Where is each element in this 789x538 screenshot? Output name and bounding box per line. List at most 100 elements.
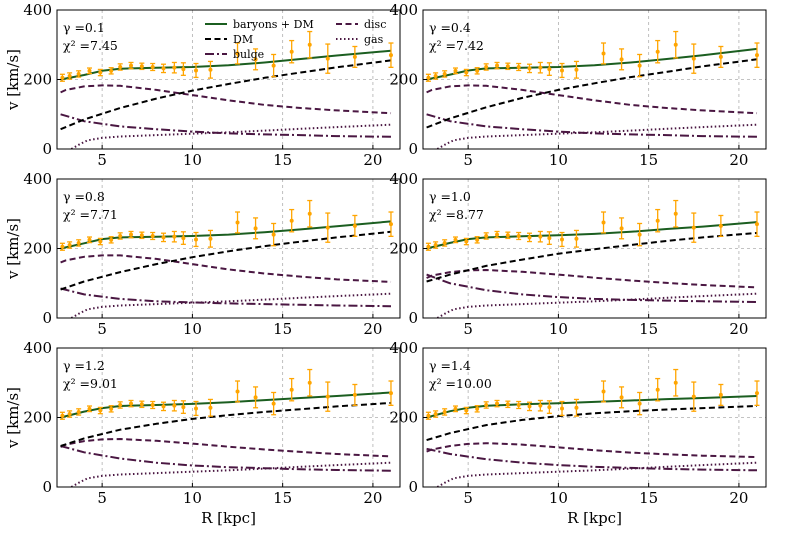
data-point: [453, 238, 457, 242]
data-point: [443, 241, 447, 245]
data-point: [495, 233, 499, 237]
x-tick-label: 10: [549, 320, 568, 338]
y-tick-label: 0: [408, 478, 418, 496]
series-line-bulge: [61, 114, 391, 137]
data-point: [560, 237, 564, 241]
data-point: [506, 64, 510, 68]
data-point: [308, 43, 312, 47]
data-point: [638, 402, 642, 406]
data-point: [495, 64, 499, 68]
x-tick-label: 20: [363, 489, 382, 507]
data-point: [208, 237, 212, 241]
data-point: [181, 67, 185, 71]
axes-frame: [57, 179, 400, 318]
data-point: [98, 409, 102, 413]
data-point: [692, 57, 696, 61]
data-point: [638, 64, 642, 68]
x-tick-label: 15: [639, 151, 658, 169]
series-line-bulge: [61, 446, 391, 471]
data-point: [308, 381, 312, 385]
series-line-dm: [427, 406, 757, 440]
series-line-baryons-dm: [61, 51, 391, 80]
data-point: [87, 69, 91, 73]
data-point: [547, 236, 551, 240]
series-line-baryons-dm: [427, 222, 757, 248]
data-point: [60, 245, 64, 249]
data-point: [140, 402, 144, 406]
y-tick-label: 0: [408, 140, 418, 158]
series-line-gas: [437, 294, 757, 318]
x-tick-label: 10: [549, 151, 568, 169]
legend-label-dm: DM: [233, 33, 253, 46]
data-point: [755, 53, 759, 57]
chi2-annotation: χ² =10.00: [429, 376, 492, 391]
series-line-disc: [61, 255, 391, 282]
data-point: [719, 55, 723, 59]
data-point: [272, 64, 276, 68]
data-point: [272, 233, 276, 237]
gamma-annotation: γ =1.4: [429, 358, 471, 373]
data-point: [426, 245, 430, 249]
x-tick-label: 20: [729, 320, 748, 338]
data-point: [151, 403, 155, 407]
data-point: [538, 404, 542, 408]
data-point: [453, 407, 457, 411]
x-tick-label: 15: [639, 489, 658, 507]
x-tick-label: 20: [363, 320, 382, 338]
y-tick-label: 400: [389, 339, 418, 357]
series-line-disc: [427, 270, 757, 287]
data-point: [674, 43, 678, 47]
data-point: [326, 57, 330, 61]
data-point: [656, 50, 660, 54]
data-point: [389, 222, 393, 226]
data-point: [434, 74, 438, 78]
data-point: [528, 235, 532, 239]
data-point: [434, 243, 438, 247]
data-point: [547, 405, 551, 409]
chi2-annotation: χ² =9.01: [63, 376, 118, 391]
data-point: [172, 235, 176, 239]
data-point: [389, 391, 393, 395]
data-point: [151, 65, 155, 69]
legend: baryons + DMDMbulgediscgas: [205, 18, 386, 61]
x-tick-label: 10: [183, 320, 202, 338]
data-point: [719, 224, 723, 228]
data-point: [162, 404, 166, 408]
rotation-curve-figure: 5 10 15 200200400γ =0.1χ² =7.45v [km/s]bary…: [0, 0, 789, 538]
data-point: [426, 414, 430, 418]
y-tick-label: 200: [389, 409, 418, 427]
y-tick-label: 400: [23, 1, 52, 19]
data-point: [77, 241, 81, 245]
data-point: [453, 69, 457, 73]
x-tick-label: 5: [463, 320, 473, 338]
data-point: [674, 381, 678, 385]
data-point: [208, 68, 212, 72]
data-point: [538, 66, 542, 70]
gamma-annotation: γ =0.8: [63, 189, 105, 204]
x-tick-label: 5: [97, 151, 107, 169]
data-point: [181, 236, 185, 240]
legend-label-disc: disc: [364, 18, 386, 31]
chi2-annotation: χ² =7.71: [63, 207, 118, 222]
data-point: [109, 407, 113, 411]
x-tick-label: 20: [363, 151, 382, 169]
data-point: [620, 226, 624, 230]
data-point: [528, 404, 532, 408]
data-point: [208, 406, 212, 410]
data-point: [674, 212, 678, 216]
data-point: [87, 407, 91, 411]
x-tick-label: 10: [183, 489, 202, 507]
data-point: [475, 407, 479, 411]
data-point: [162, 235, 166, 239]
data-point: [547, 67, 551, 71]
data-point: [353, 393, 357, 397]
x-tick-label: 20: [729, 489, 748, 507]
y-tick-label: 200: [23, 240, 52, 258]
gamma-annotation: γ =1.0: [429, 189, 471, 204]
y-tick-label: 400: [389, 1, 418, 19]
y-axis-label: v [km/s]: [4, 218, 22, 280]
x-tick-label: 5: [463, 151, 473, 169]
data-point: [538, 235, 542, 239]
axes-frame: [57, 10, 400, 149]
